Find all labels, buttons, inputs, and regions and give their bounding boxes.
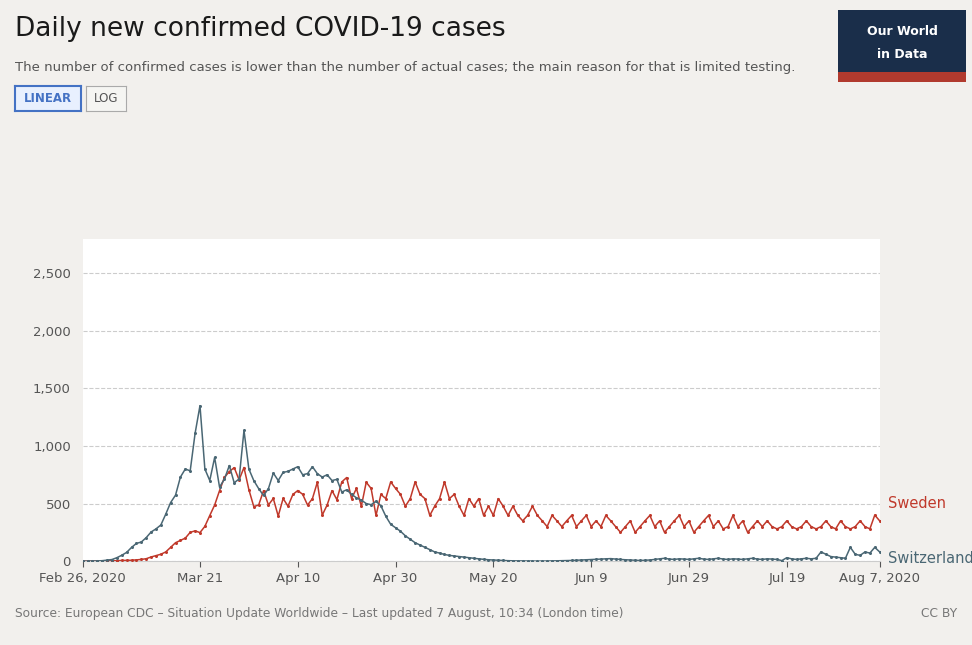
Text: in Data: in Data xyxy=(877,48,927,61)
Text: The number of confirmed cases is lower than the number of actual cases; the main: The number of confirmed cases is lower t… xyxy=(15,61,795,74)
Text: LINEAR: LINEAR xyxy=(23,92,72,105)
Text: CC BY: CC BY xyxy=(921,608,957,620)
Text: Source: European CDC – Situation Update Worldwide – Last updated 7 August, 10:34: Source: European CDC – Situation Update … xyxy=(15,608,623,620)
Text: Switzerland: Switzerland xyxy=(888,551,972,566)
Text: Daily new confirmed COVID-19 cases: Daily new confirmed COVID-19 cases xyxy=(15,16,505,42)
Text: Our World: Our World xyxy=(867,25,937,38)
Text: LOG: LOG xyxy=(93,92,119,105)
Text: Sweden: Sweden xyxy=(888,496,946,511)
